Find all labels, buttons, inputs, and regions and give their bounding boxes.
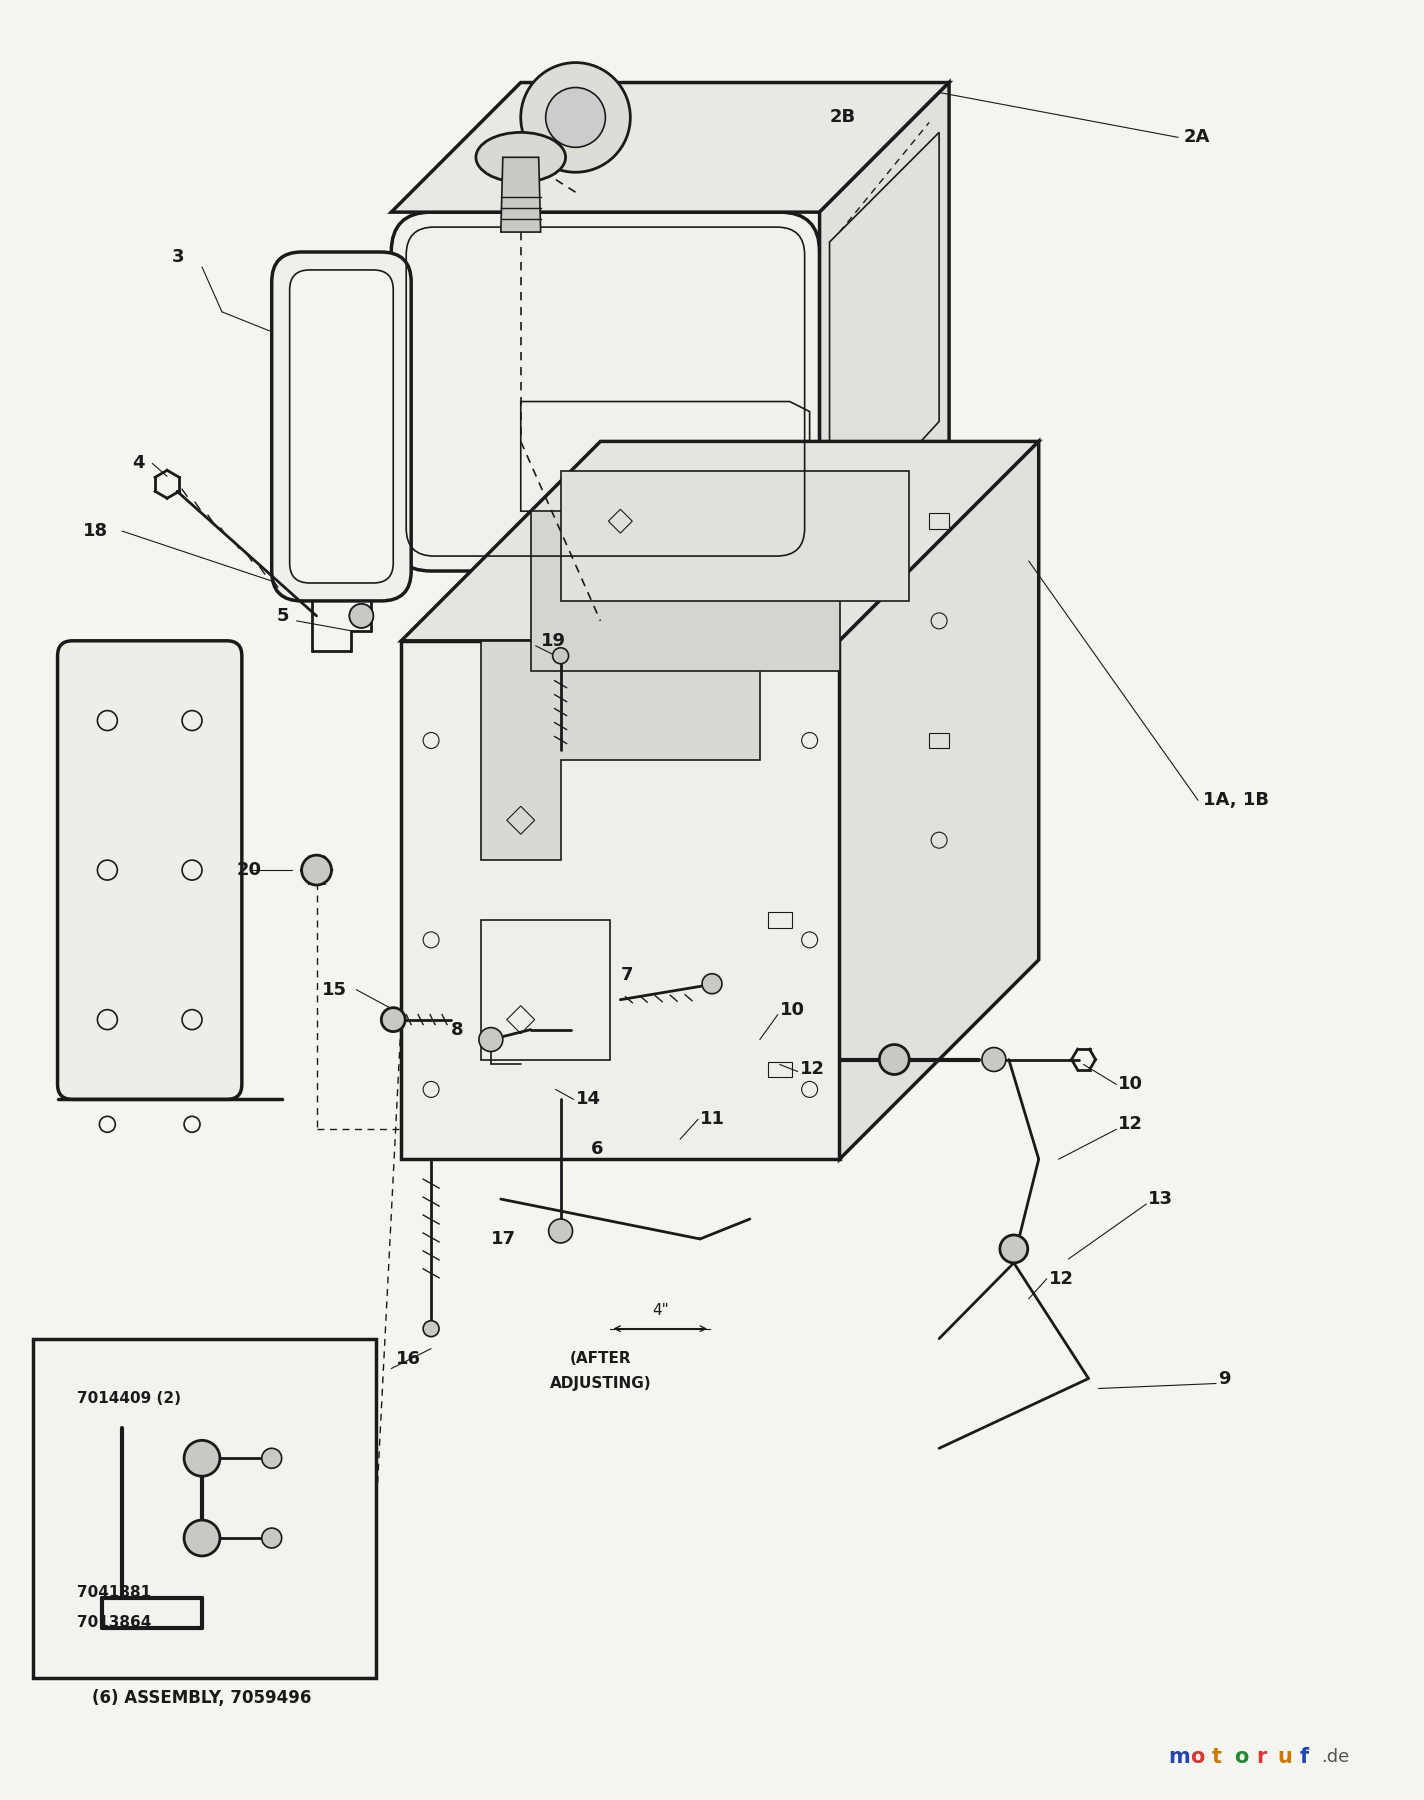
Text: 7041881: 7041881 — [77, 1586, 151, 1600]
Circle shape — [423, 1321, 439, 1337]
FancyBboxPatch shape — [289, 270, 393, 583]
Text: 16: 16 — [396, 1350, 422, 1368]
Polygon shape — [33, 1339, 376, 1678]
Text: 7: 7 — [621, 967, 632, 985]
FancyBboxPatch shape — [272, 252, 412, 601]
Text: 4: 4 — [132, 454, 145, 472]
Circle shape — [553, 648, 568, 664]
Polygon shape — [481, 641, 760, 860]
Polygon shape — [501, 157, 541, 232]
Text: .de: .de — [1321, 1748, 1350, 1766]
Polygon shape — [554, 166, 598, 193]
Text: (AFTER: (AFTER — [570, 1352, 631, 1366]
Text: 14: 14 — [575, 1091, 601, 1109]
Text: 2B: 2B — [830, 108, 856, 126]
Text: u: u — [1277, 1748, 1293, 1768]
Polygon shape — [402, 641, 840, 1159]
Polygon shape — [402, 441, 1038, 641]
Circle shape — [702, 974, 722, 994]
Text: o: o — [1235, 1748, 1249, 1768]
Text: 13: 13 — [1148, 1190, 1173, 1208]
Polygon shape — [531, 511, 840, 671]
Text: m: m — [1168, 1748, 1190, 1768]
Ellipse shape — [476, 133, 565, 182]
Circle shape — [521, 63, 631, 173]
Polygon shape — [840, 441, 1038, 1159]
Text: ADJUSTING): ADJUSTING) — [550, 1375, 651, 1391]
Circle shape — [262, 1528, 282, 1548]
Text: 12: 12 — [1118, 1116, 1143, 1134]
Text: 11: 11 — [701, 1111, 725, 1129]
Text: 5: 5 — [276, 607, 289, 625]
Circle shape — [983, 1048, 1005, 1071]
Text: 6: 6 — [591, 1139, 602, 1157]
Circle shape — [1000, 1235, 1028, 1264]
Text: 10: 10 — [1118, 1075, 1143, 1093]
Circle shape — [478, 1028, 503, 1051]
Text: 19: 19 — [541, 632, 565, 650]
FancyBboxPatch shape — [392, 212, 820, 571]
Polygon shape — [561, 472, 910, 601]
Text: 4": 4" — [652, 1303, 669, 1318]
Polygon shape — [392, 83, 948, 212]
Text: t: t — [1212, 1748, 1222, 1768]
Text: 8: 8 — [451, 1021, 464, 1039]
Circle shape — [880, 1044, 910, 1075]
Circle shape — [184, 1519, 219, 1555]
Text: f: f — [1300, 1748, 1309, 1768]
FancyBboxPatch shape — [57, 641, 242, 1100]
Text: o: o — [1190, 1748, 1205, 1768]
Text: 12: 12 — [1048, 1269, 1074, 1287]
Text: 17: 17 — [491, 1229, 515, 1247]
Circle shape — [548, 1219, 572, 1244]
Text: 15: 15 — [322, 981, 346, 999]
Text: 3: 3 — [172, 248, 185, 266]
Circle shape — [349, 605, 373, 628]
Circle shape — [262, 1449, 282, 1469]
Text: 9: 9 — [1218, 1370, 1230, 1388]
Text: (6) ASSEMBLY, 7059496: (6) ASSEMBLY, 7059496 — [93, 1688, 312, 1706]
Circle shape — [349, 605, 373, 628]
Text: 10: 10 — [780, 1001, 805, 1019]
Text: 1A, 1B: 1A, 1B — [1203, 792, 1269, 810]
Polygon shape — [820, 83, 948, 571]
Text: 7013864: 7013864 — [77, 1615, 152, 1631]
Circle shape — [382, 1008, 406, 1031]
Circle shape — [302, 855, 332, 886]
Text: 20: 20 — [236, 860, 262, 878]
Circle shape — [545, 88, 605, 148]
Text: r: r — [1256, 1748, 1266, 1768]
Text: 7014409 (2): 7014409 (2) — [77, 1391, 181, 1406]
Text: 12: 12 — [800, 1060, 824, 1078]
Text: 2A: 2A — [1183, 128, 1209, 146]
Text: 18: 18 — [83, 522, 108, 540]
Circle shape — [184, 1440, 219, 1476]
